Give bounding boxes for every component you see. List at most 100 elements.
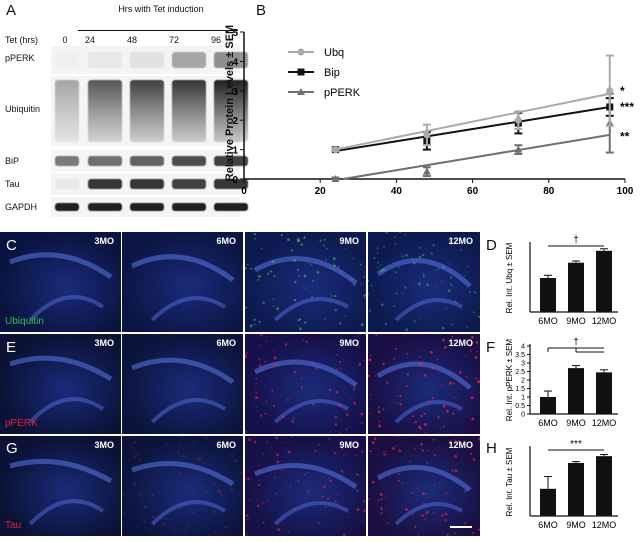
stain-speck	[468, 290, 471, 293]
stain-speck	[427, 496, 429, 498]
stain-speck	[218, 490, 222, 494]
tissue-band	[273, 399, 349, 424]
stain-speck	[393, 357, 396, 360]
stain-speck	[434, 454, 437, 457]
stain-speck	[211, 509, 213, 512]
stain-speck	[420, 514, 423, 517]
stain-speck	[385, 232, 389, 234]
tissue-band	[150, 398, 227, 424]
stain-speck	[133, 441, 137, 444]
stain-speck	[451, 335, 454, 338]
stain-speck	[358, 363, 362, 366]
y-tick-label: 3	[232, 87, 238, 98]
panel-label-a: A	[6, 2, 17, 19]
stain-speck	[265, 340, 268, 342]
stain-speck	[418, 455, 420, 457]
blot-strip	[51, 76, 248, 146]
stain-speck	[349, 398, 351, 400]
stain-speck	[402, 292, 404, 295]
stain-speck	[293, 298, 297, 302]
stain-speck	[221, 532, 224, 534]
stain-speck	[395, 292, 398, 295]
legend-marker	[297, 68, 305, 76]
tissue-band	[394, 502, 464, 526]
stain-speck	[361, 422, 363, 425]
tissue-band	[376, 465, 472, 492]
blot-band	[88, 156, 122, 166]
stain-speck	[332, 257, 336, 261]
significance-bip: ***	[620, 100, 634, 114]
micrograph-pperk-3mo: 3MO pPERK	[0, 334, 121, 434]
point-pperk	[514, 145, 523, 153]
x-tick-label: 80	[543, 186, 555, 197]
stain-speck	[217, 489, 221, 492]
stain-speck	[133, 483, 137, 486]
stain-speck	[291, 420, 295, 423]
y-tick-label: 3	[521, 361, 525, 368]
stain-speck	[329, 479, 332, 483]
tissue-outline	[368, 436, 480, 536]
stain-speck	[269, 270, 273, 273]
stain-speck	[167, 514, 170, 517]
tissue-band	[9, 355, 113, 382]
blot-band	[130, 203, 164, 211]
stain-speck	[334, 423, 338, 426]
tissue-outline	[9, 252, 113, 322]
stain-speck	[464, 522, 467, 525]
stain-speck	[406, 352, 409, 355]
stain-speck	[214, 513, 217, 515]
stain-speck	[151, 493, 154, 497]
stain-speck	[303, 287, 305, 289]
stain-speck	[452, 412, 455, 415]
bar-6mo	[540, 488, 556, 516]
stain-speck	[339, 432, 341, 434]
stain-speck	[287, 530, 290, 533]
stain-speck	[351, 278, 353, 280]
stain-speck	[412, 261, 416, 265]
stain-speck	[339, 403, 342, 407]
stain-speck	[411, 513, 414, 516]
age-label: 6MO	[216, 440, 236, 450]
point-pperk	[331, 175, 340, 182]
stain-speck	[368, 498, 370, 500]
stain-speck	[326, 497, 330, 500]
bar-12mo	[596, 250, 612, 312]
stain-speck	[363, 275, 366, 278]
blot-strip	[51, 150, 248, 172]
stain-speck	[338, 441, 340, 443]
stain-speck	[475, 341, 479, 344]
stain-speck	[179, 436, 182, 438]
stain-speck	[308, 262, 310, 265]
category-label: 12MO	[592, 316, 617, 326]
stain-speck	[221, 494, 224, 497]
stain-speck	[201, 508, 203, 510]
micrograph-ubiquitin-9mo: 9MO	[245, 232, 366, 332]
stain-speck	[385, 450, 387, 452]
significance-marker: ***	[570, 439, 582, 450]
stain-speck	[478, 528, 480, 531]
stain-speck	[273, 275, 276, 278]
x-axis-label: Time (hrs)	[406, 198, 464, 200]
tissue-outline	[122, 436, 242, 535]
stain-speck	[324, 318, 326, 320]
stain-speck	[413, 320, 416, 323]
tissue-outline	[245, 436, 366, 536]
stain-speck	[293, 259, 296, 262]
bar-9mo	[568, 262, 584, 312]
stain-speck	[258, 364, 261, 367]
stain-speck	[442, 338, 445, 342]
bar-12mo	[596, 372, 612, 414]
stain-speck	[474, 377, 477, 379]
stain-speck	[368, 358, 372, 362]
tissue-band	[130, 254, 235, 282]
y-tick-label: 2	[232, 116, 238, 127]
y-tick-label: 5	[232, 28, 238, 39]
stain-speck	[344, 248, 347, 250]
stain-speck	[240, 481, 242, 483]
stain-speck	[338, 360, 342, 364]
stain-speck	[204, 436, 208, 440]
stain-speck	[179, 445, 182, 448]
stain-speck	[380, 269, 384, 273]
stain-speck	[395, 347, 397, 350]
blot-band	[88, 203, 122, 211]
